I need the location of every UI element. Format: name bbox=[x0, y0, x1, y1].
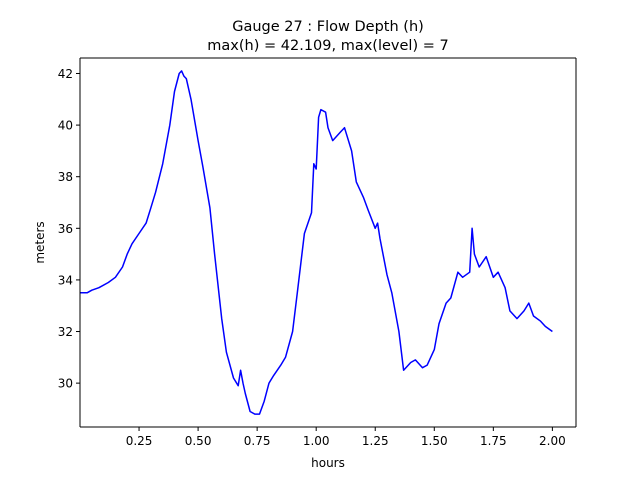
x-tick-label: 0.75 bbox=[244, 434, 271, 448]
chart-subtitle: max(h) = 42.109, max(level) = 7 bbox=[207, 38, 448, 54]
x-tick-label: 0.50 bbox=[185, 434, 212, 448]
series-line-0 bbox=[80, 70, 553, 415]
y-tick-label: 38 bbox=[58, 170, 73, 184]
x-axis: 0.25 0.50 0.75 1.00 1.25 1.50 1.75 2.00 bbox=[126, 427, 566, 448]
x-tick-label: 1.50 bbox=[421, 434, 448, 448]
x-tick-label: 1.00 bbox=[303, 434, 330, 448]
y-tick-label: 34 bbox=[58, 273, 73, 287]
y-axis-label: meters bbox=[33, 221, 47, 263]
y-tick-label: 30 bbox=[58, 377, 73, 391]
x-axis-label: hours bbox=[311, 456, 345, 470]
chart-title: Gauge 27 : Flow Depth (h) bbox=[232, 19, 424, 35]
y-tick-label: 40 bbox=[58, 119, 73, 133]
x-tick-label: 1.25 bbox=[362, 434, 389, 448]
x-tick-label: 1.75 bbox=[480, 434, 507, 448]
y-axis: 30 32 34 36 38 40 42 bbox=[58, 67, 80, 391]
series-layer bbox=[80, 70, 553, 415]
x-tick-label: 0.25 bbox=[126, 434, 153, 448]
x-tick-label: 2.00 bbox=[539, 434, 566, 448]
plot-frame bbox=[79, 57, 577, 428]
y-tick-label: 36 bbox=[58, 222, 73, 236]
plot-area bbox=[80, 58, 576, 427]
y-tick-label: 42 bbox=[58, 67, 73, 81]
y-tick-label: 32 bbox=[58, 325, 73, 339]
